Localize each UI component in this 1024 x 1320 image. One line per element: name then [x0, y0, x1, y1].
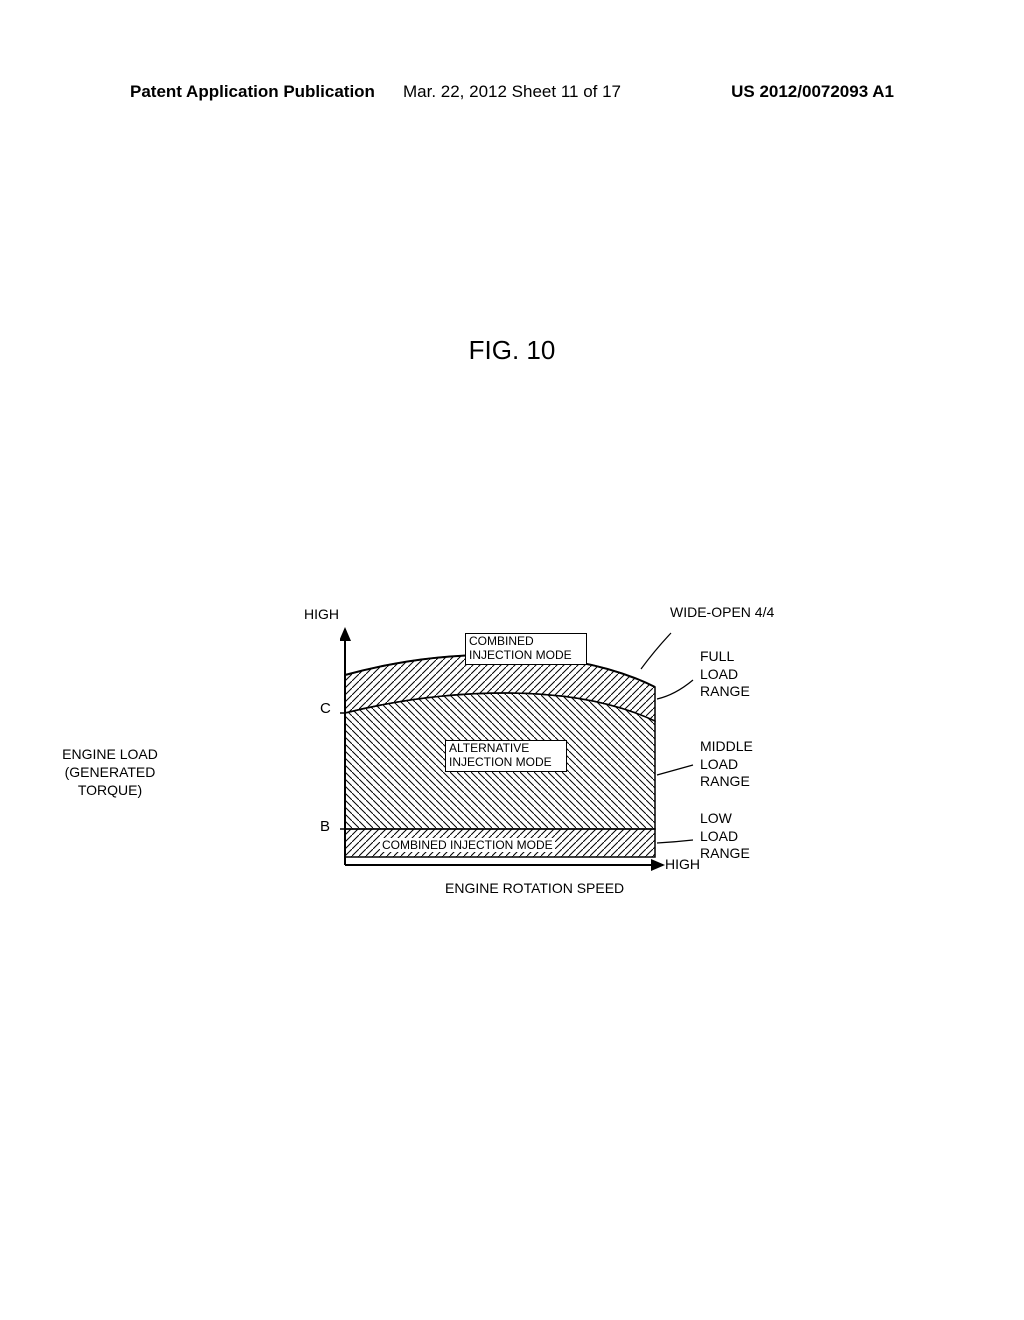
- page-header: Patent Application Publication Mar. 22, …: [0, 82, 1024, 102]
- alternative-mode-label: ALTERNATIVE INJECTION MODE: [445, 740, 567, 772]
- low-load-range-label: LOW LOAD RANGE: [700, 810, 750, 863]
- y-axis-high-marker: HIGH: [304, 606, 339, 622]
- top-mode-line1: COMBINED: [469, 634, 534, 648]
- header-left: Patent Application Publication: [130, 82, 375, 102]
- y-tick-b: B: [320, 818, 330, 835]
- x-axis-label: ENGINE ROTATION SPEED: [445, 880, 624, 896]
- wide-open-label: WIDE-OPEN 4/4: [670, 604, 774, 620]
- y-axis-label: ENGINE LOAD (GENERATED TORQUE): [35, 745, 185, 800]
- injection-mode-chart: HIGH ENGINE LOAD (GENERATED TORQUE) C B …: [190, 620, 880, 900]
- alt-mode-line2: INJECTION MODE: [449, 755, 552, 769]
- leader-wide-open: [641, 633, 671, 669]
- y-tick-c: C: [320, 700, 331, 717]
- y-axis-label-line1: ENGINE LOAD: [62, 746, 158, 762]
- x-axis-high-marker: HIGH: [665, 856, 700, 872]
- header-center: Mar. 22, 2012 Sheet 11 of 17: [403, 82, 621, 102]
- middle-load-range-label: MIDDLE LOAD RANGE: [700, 738, 753, 791]
- leader-full-load: [657, 680, 693, 699]
- y-axis-label-line2: (GENERATED TORQUE): [65, 764, 156, 798]
- full-load-range-label: FULL LOAD RANGE: [700, 648, 750, 701]
- bottom-combined-mode-label: COMBINED INJECTION MODE: [380, 838, 555, 852]
- leader-low-load: [657, 840, 693, 843]
- figure-title: FIG. 10: [469, 335, 556, 366]
- header-right: US 2012/0072093 A1: [731, 82, 894, 102]
- alt-mode-line1: ALTERNATIVE: [449, 741, 529, 755]
- leader-middle-load: [657, 765, 693, 775]
- top-mode-line2: INJECTION MODE: [469, 648, 572, 662]
- top-combined-mode-label: COMBINED INJECTION MODE: [465, 633, 587, 665]
